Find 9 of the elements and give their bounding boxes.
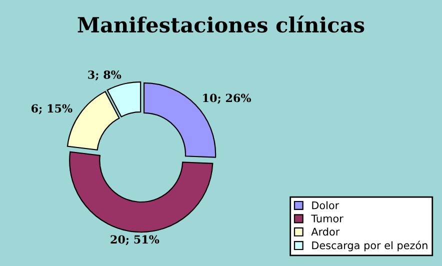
data-label: 10; 26% bbox=[203, 94, 251, 104]
legend-label: Dolor bbox=[312, 201, 340, 210]
data-label: 20; 51% bbox=[110, 235, 160, 246]
data-label: 6; 15% bbox=[32, 104, 72, 114]
chart-title: Manifestaciones clínicas bbox=[78, 16, 364, 33]
legend-label: Ardor bbox=[311, 228, 340, 236]
data-label: 3; 8% bbox=[88, 70, 122, 81]
legend-label: Descarga por el pezón bbox=[312, 240, 428, 252]
legend-label: Tumor bbox=[311, 214, 344, 222]
